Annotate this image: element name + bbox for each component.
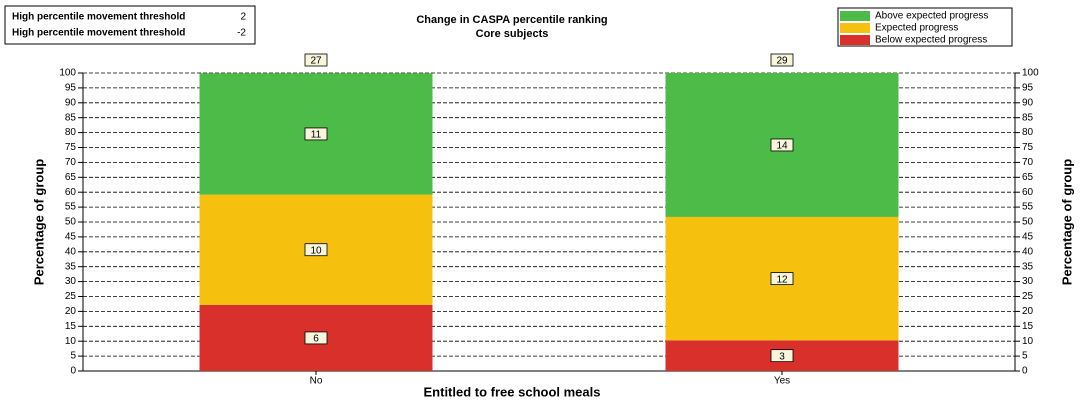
y-tick-label: 25	[1022, 291, 1034, 302]
y-tick-label: 90	[1022, 97, 1034, 108]
chart-title: Change in CASPA percentile ranking	[416, 14, 607, 26]
y-tick-label: 35	[65, 261, 77, 272]
legend-label: Above expected progress	[875, 11, 988, 22]
y-tick-label: 10	[1022, 336, 1034, 347]
y-tick-label: 95	[65, 83, 77, 94]
threshold-value: 2	[240, 12, 246, 23]
y-tick-label: 55	[1022, 202, 1034, 213]
threshold-value: -2	[237, 28, 246, 39]
y-axis-label: Percentage of group	[1059, 159, 1074, 285]
y-tick-label: 10	[65, 336, 77, 347]
y-tick-label: 15	[65, 321, 77, 332]
y-tick-label: 70	[1022, 157, 1034, 168]
y-tick-label: 90	[65, 97, 77, 108]
y-tick-label: 20	[65, 306, 77, 317]
y-tick-label: 5	[1022, 351, 1028, 362]
x-tick-label: No	[310, 376, 323, 387]
y-tick-label: 65	[1022, 172, 1034, 183]
y-tick-label: 40	[1022, 246, 1034, 257]
y-tick-label: 85	[1022, 112, 1034, 123]
y-tick-label: 50	[1022, 217, 1034, 228]
threshold-label: High percentile movement threshold	[12, 28, 185, 39]
y-tick-label: 65	[65, 172, 77, 183]
y-tick-label: 20	[1022, 306, 1034, 317]
y-tick-label: 80	[1022, 127, 1034, 138]
count-label: 14	[776, 141, 788, 152]
total-label: 27	[310, 56, 322, 67]
total-label: 29	[776, 56, 788, 67]
y-tick-label: 60	[65, 187, 77, 198]
y-tick-label: 0	[70, 366, 76, 377]
y-tick-label: 100	[1022, 68, 1039, 79]
legend-label: Below expected progress	[875, 35, 987, 46]
y-tick-label: 30	[1022, 276, 1034, 287]
x-tick-label: Yes	[774, 376, 790, 387]
y-tick-label: 25	[65, 291, 77, 302]
y-tick-label: 75	[1022, 142, 1034, 153]
y-tick-label: 60	[1022, 187, 1034, 198]
legend-swatch	[840, 11, 870, 21]
total-label-box	[304, 53, 328, 67]
y-tick-label: 70	[65, 157, 77, 168]
y-tick-label: 35	[1022, 261, 1034, 272]
y-tick-label: 45	[65, 232, 77, 243]
y-tick-label: 75	[65, 142, 77, 153]
count-label-box	[304, 127, 328, 141]
legend-swatch	[840, 23, 870, 33]
count-label: 11	[311, 130, 322, 141]
count-label-box	[770, 138, 794, 152]
chart-subtitle: Core subjects	[476, 28, 549, 40]
y-tick-label: 50	[65, 217, 77, 228]
y-tick-label: 80	[65, 127, 77, 138]
y-tick-label: 15	[1022, 321, 1034, 332]
y-tick-label: 95	[1022, 83, 1034, 94]
y-tick-label: 100	[59, 68, 76, 79]
y-tick-label: 85	[65, 112, 77, 123]
threshold-box	[4, 5, 256, 45]
count-label: 3	[779, 351, 785, 362]
count-label-box	[304, 331, 328, 345]
x-axis-label: Entitled to free school meals	[424, 384, 601, 399]
y-tick-label: 5	[70, 351, 76, 362]
threshold-label: High percentile movement threshold	[12, 12, 185, 23]
legend-swatch	[840, 35, 870, 45]
y-tick-label: 45	[1022, 232, 1034, 243]
legend-label: Expected progress	[875, 23, 958, 34]
count-label-box	[770, 349, 794, 363]
count-label: 6	[313, 334, 319, 345]
count-label: 10	[310, 245, 322, 256]
count-label-box	[770, 272, 794, 286]
count-label: 12	[776, 274, 788, 285]
y-tick-label: 40	[65, 246, 77, 257]
y-tick-label: 30	[65, 276, 77, 287]
count-label-box	[304, 243, 328, 257]
y-tick-label: 0	[1022, 366, 1028, 377]
y-axis-label: Percentage of group	[31, 159, 46, 285]
total-label-box	[770, 53, 794, 67]
y-tick-label: 55	[65, 202, 77, 213]
